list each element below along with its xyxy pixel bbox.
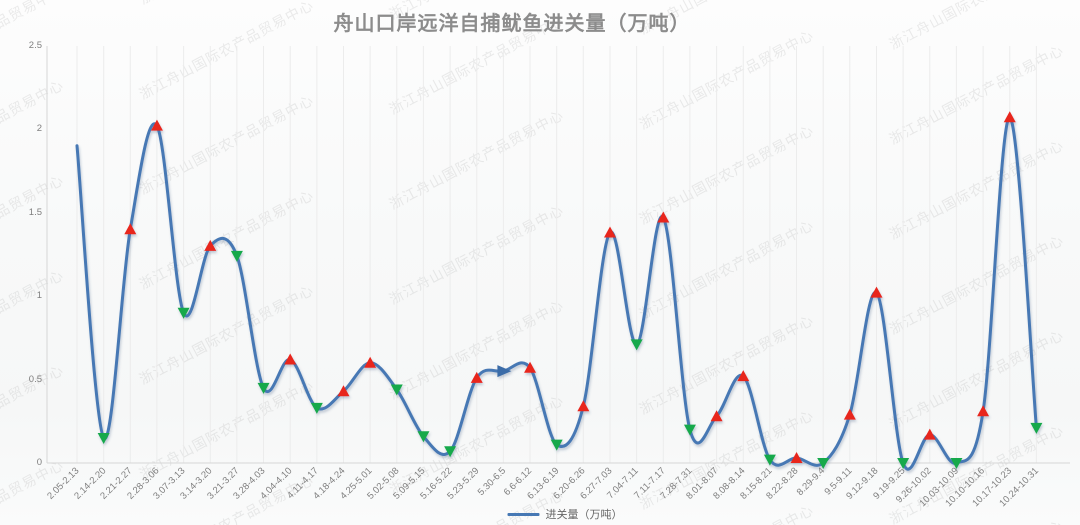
decrease-down-triangle-marker	[444, 446, 457, 458]
flat-right-arrow-marker	[497, 365, 512, 378]
y-tick-label: 2.5	[28, 39, 42, 51]
decrease-down-triangle-marker	[950, 458, 963, 469]
decrease-down-triangle-marker	[763, 454, 776, 466]
increase-up-triangle-marker	[337, 385, 350, 397]
increase-up-triangle-marker	[843, 408, 856, 420]
decrease-down-triangle-marker	[230, 250, 243, 262]
decrease-down-triangle-marker	[177, 307, 190, 319]
legend-line-swatch	[507, 512, 540, 516]
increase-up-triangle-marker	[977, 405, 990, 417]
increase-up-triangle-marker	[604, 226, 616, 238]
increase-up-triangle-marker	[204, 239, 217, 251]
series-group	[75, 111, 1043, 471]
decrease-down-triangle-marker	[310, 402, 323, 414]
decrease-down-triangle-marker	[683, 424, 696, 436]
decrease-down-triangle-marker	[630, 339, 643, 351]
decrease-down-triangle-marker	[550, 439, 563, 451]
decrease-down-triangle-marker	[417, 431, 430, 443]
increase-up-triangle-marker	[737, 370, 750, 382]
y-tick-label: 1.5	[28, 206, 42, 218]
increase-up-triangle-marker	[284, 353, 297, 365]
increase-up-triangle-marker	[923, 428, 936, 440]
decrease-down-triangle-marker	[97, 432, 110, 444]
legend-label: 进关量（万吨）	[545, 509, 623, 521]
chart-title: 舟山口岸远洋自捕鱿鱼进关量（万吨）	[333, 11, 691, 35]
decrease-down-triangle-marker	[390, 384, 403, 396]
increase-up-triangle-marker	[1003, 111, 1016, 123]
y-tick-label: 1	[36, 290, 42, 301]
legend: 进关量（万吨）	[507, 506, 623, 522]
increase-up-triangle-marker	[710, 410, 723, 422]
increase-up-triangle-marker	[364, 356, 377, 368]
decrease-down-triangle-marker	[257, 382, 270, 394]
y-tick-label: 0	[36, 457, 42, 468]
decrease-down-triangle-marker	[897, 458, 910, 469]
decrease-down-triangle-marker	[1030, 422, 1043, 434]
increase-up-triangle-marker	[124, 223, 137, 235]
increase-up-triangle-marker	[150, 119, 163, 131]
increase-up-triangle-marker	[790, 451, 803, 463]
increase-up-triangle-marker	[470, 371, 483, 383]
y-tick-label: 2	[36, 123, 42, 134]
increase-up-triangle-marker	[524, 361, 537, 373]
decrease-down-triangle-marker	[817, 458, 830, 469]
increase-up-triangle-marker	[657, 211, 670, 223]
gridlines	[76, 46, 1037, 463]
increase-up-triangle-marker	[870, 286, 883, 298]
y-tick-label: 0.5	[28, 373, 42, 385]
increase-up-triangle-marker	[577, 400, 590, 412]
